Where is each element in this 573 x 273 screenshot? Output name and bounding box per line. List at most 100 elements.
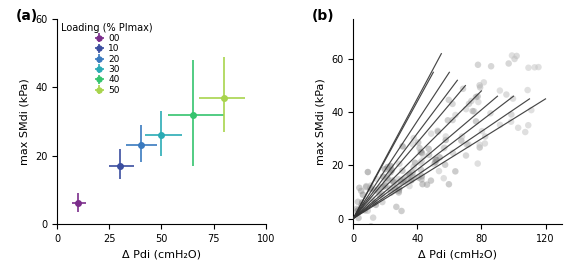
Point (363, 170, 372, 174)
Point (391, 181, 401, 185)
Point (433, 129, 442, 133)
Point (444, 98, 453, 102)
Point (451, 169, 460, 174)
Point (415, 161, 425, 165)
Point (508, 96, 517, 101)
Point (417, 151, 426, 155)
Point (510, 57, 519, 61)
Point (408, 175, 417, 180)
Point (358, 192, 367, 197)
Point (368, 197, 377, 202)
Point (473, 94, 482, 99)
Point (418, 182, 427, 186)
Point (467, 99, 476, 103)
Point (408, 142, 417, 146)
Point (440, 145, 449, 150)
Point (398, 144, 407, 149)
Point (356, 189, 366, 193)
Point (407, 178, 416, 182)
X-axis label: Δ Pdi (cmH₂O): Δ Pdi (cmH₂O) (122, 249, 201, 259)
Text: (a): (a) (15, 9, 38, 23)
Point (355, 186, 364, 190)
Point (378, 192, 387, 196)
Point (417, 159, 426, 163)
Point (417, 177, 426, 182)
Point (507, 120, 516, 124)
Point (513, 126, 523, 130)
Point (378, 200, 387, 204)
Point (360, 208, 370, 212)
Point (414, 140, 423, 145)
Point (409, 136, 418, 140)
Point (392, 205, 401, 209)
Point (357, 203, 366, 207)
Point (370, 200, 379, 205)
Point (362, 184, 371, 188)
Point (397, 179, 406, 183)
Point (381, 179, 390, 183)
Point (366, 183, 375, 188)
Point (426, 179, 435, 183)
Point (390, 186, 399, 191)
Point (374, 190, 383, 194)
Point (435, 155, 444, 159)
Point (439, 176, 448, 180)
Point (397, 179, 406, 184)
Point (495, 88, 504, 93)
Point (480, 141, 489, 146)
Point (356, 229, 366, 234)
Point (475, 145, 484, 150)
Point (432, 158, 441, 162)
Point (417, 168, 426, 172)
Point (390, 188, 399, 193)
Point (448, 102, 457, 106)
Point (362, 185, 371, 189)
Point (475, 143, 484, 147)
Point (444, 118, 453, 123)
Point (502, 92, 511, 97)
Point (394, 190, 403, 195)
Point (457, 138, 466, 143)
Point (403, 175, 412, 180)
Point (464, 142, 473, 147)
Point (410, 161, 419, 165)
Point (439, 146, 449, 150)
Point (366, 186, 375, 191)
Text: (b): (b) (312, 9, 334, 23)
Point (354, 216, 363, 220)
Point (389, 180, 398, 184)
Point (458, 87, 468, 91)
Point (429, 162, 438, 166)
Point (527, 108, 536, 112)
Point (358, 200, 367, 205)
Point (415, 146, 424, 150)
Point (473, 161, 482, 166)
Point (448, 118, 457, 122)
Point (370, 188, 379, 192)
Point (486, 111, 495, 115)
Point (496, 123, 505, 127)
Point (386, 170, 395, 174)
Point (371, 188, 380, 193)
Point (462, 142, 472, 147)
Point (433, 129, 442, 134)
Point (386, 191, 395, 195)
Point (427, 132, 436, 136)
Point (364, 197, 373, 202)
Point (425, 153, 434, 157)
Point (372, 177, 381, 181)
Point (397, 180, 406, 185)
Point (534, 65, 543, 69)
Point (507, 53, 516, 58)
Point (470, 109, 479, 113)
Point (441, 134, 450, 139)
Point (401, 180, 410, 184)
Point (399, 177, 408, 182)
Point (424, 147, 433, 151)
Point (512, 54, 521, 58)
Point (417, 174, 426, 179)
Point (410, 175, 419, 179)
Y-axis label: max SMdi (kPa): max SMdi (kPa) (316, 78, 325, 165)
Point (368, 215, 378, 220)
Point (472, 95, 481, 99)
